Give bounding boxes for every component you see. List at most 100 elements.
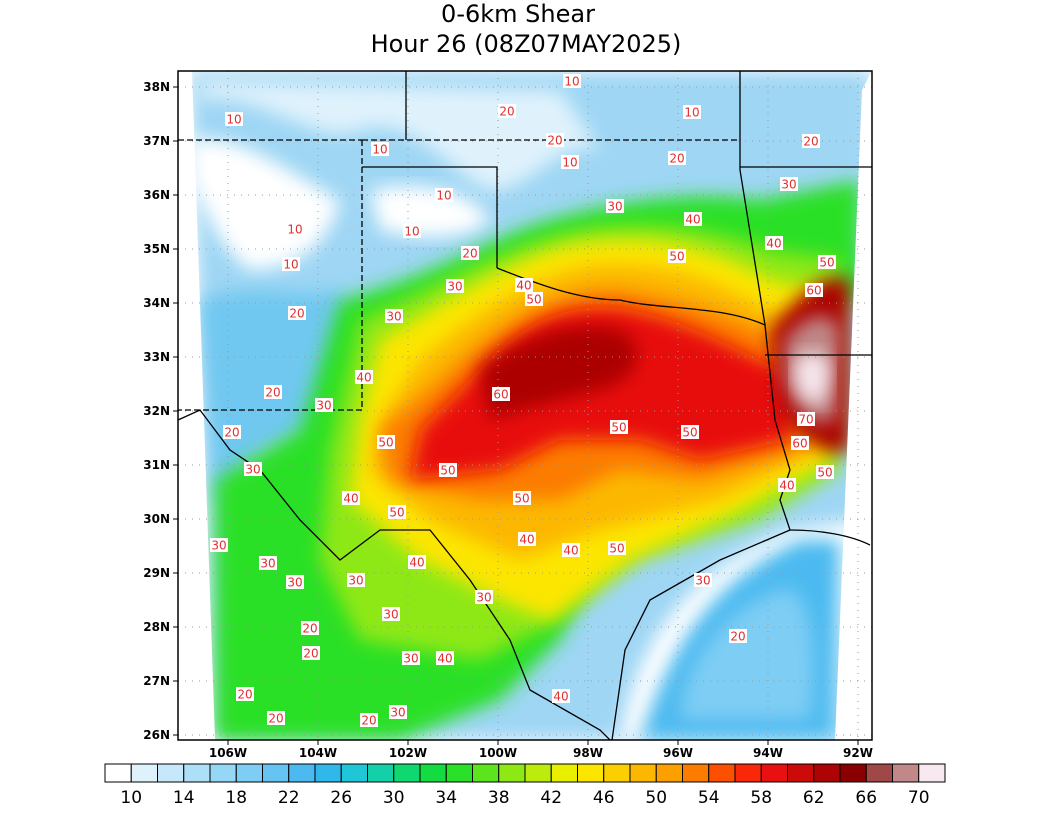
contour-label-box: [683, 105, 701, 119]
colorbar-swatch: [498, 763, 526, 783]
contour-label: 50: [609, 542, 624, 556]
contour-label: 50: [389, 506, 404, 520]
lat-label: 26N: [143, 728, 170, 742]
colorbar-label: 54: [698, 788, 720, 808]
contour-label: 10: [226, 113, 241, 127]
border: [611, 529, 791, 740]
contour-label: 30: [211, 539, 226, 553]
contour-label-box: [371, 142, 389, 156]
contour-label: 20: [224, 426, 239, 440]
contour-label-box: [435, 188, 453, 202]
contour-label-box: [355, 370, 373, 384]
contour-label-box: [282, 257, 300, 271]
contour-label: 20: [730, 630, 745, 644]
colorbar-swatch: [550, 763, 578, 783]
contour-label: 50: [611, 421, 626, 435]
colorbar-label: 38: [488, 788, 510, 808]
contour-label: 40: [516, 279, 531, 293]
contour-label: 30: [383, 608, 398, 622]
colorbar-swatch: [209, 763, 237, 783]
contour-label-box: [408, 555, 426, 569]
contour-label: 70: [798, 413, 813, 427]
lon-label: 94W: [753, 746, 783, 760]
lon-label: 100W: [479, 746, 517, 760]
contour-label: 20: [361, 714, 376, 728]
contour-label: 50: [514, 492, 529, 506]
colorbar-swatch: [760, 763, 788, 783]
contour-label: 30: [245, 463, 260, 477]
contour-label-box: [264, 385, 282, 399]
contour-label: 30: [390, 706, 405, 720]
colorbar-swatch: [393, 763, 421, 783]
lon-label: 98W: [573, 746, 603, 760]
contour-label: 20: [237, 688, 252, 702]
colorbar-swatch: [813, 763, 841, 783]
contour-label-box: [475, 590, 493, 604]
contour-label-box: [668, 249, 686, 263]
contour-label-box: [377, 435, 395, 449]
colorbar-label: 70: [908, 788, 930, 808]
contour-label: 10: [684, 106, 699, 120]
contour-label-box: [563, 74, 581, 88]
field-area: [190, 138, 340, 270]
colorbar-label: 58: [750, 788, 772, 808]
contour-label: 40: [685, 213, 700, 227]
lat-label: 36N: [143, 188, 170, 202]
field-area: [835, 71, 872, 740]
colorbar-swatch: [577, 763, 605, 783]
contour-label: 30: [403, 652, 418, 666]
contour-label: 60: [792, 437, 807, 451]
contour-label: 30: [781, 178, 796, 192]
contour-label-box: [360, 713, 378, 727]
contour-label-box: [286, 222, 304, 236]
lon-label: 92W: [843, 746, 873, 760]
field-area: [480, 326, 638, 420]
contour-label: 40: [779, 479, 794, 493]
lon-label: 106W: [209, 746, 247, 760]
contour-label: 30: [260, 557, 275, 571]
colorbar-swatch: [865, 763, 893, 783]
contour-label: 50: [682, 426, 697, 440]
lat-label: 38N: [143, 80, 170, 94]
contour-label-box: [288, 306, 306, 320]
contour-label: 20: [303, 647, 318, 661]
contour-label: 20: [499, 105, 514, 119]
contour-label-box: [389, 705, 407, 719]
colorbar-swatch: [629, 763, 657, 783]
colorbar-label: 14: [173, 788, 195, 808]
contour-label-box: [546, 133, 564, 147]
lat-label: 30N: [143, 512, 170, 526]
lon-label: 104W: [299, 746, 337, 760]
contour-label-box: [818, 255, 836, 269]
colorbar-swatch: [655, 763, 683, 783]
contour-label: 40: [519, 533, 534, 547]
colorbar-swatch: [472, 763, 500, 783]
contour-label: 30: [348, 574, 363, 588]
contour-label-box: [385, 309, 403, 323]
colorbar-swatch: [104, 763, 132, 783]
contour-label: 30: [386, 310, 401, 324]
map-frame: [177, 70, 873, 741]
contour-label-box: [436, 651, 454, 665]
colorbar-swatch: [603, 763, 631, 783]
contour-label-box: [608, 541, 626, 555]
contour-label-box: [492, 387, 510, 401]
contour-label-box: [610, 420, 628, 434]
contour-label-box: [780, 177, 798, 191]
border: [496, 267, 791, 531]
contour-label: 40: [553, 690, 568, 704]
lat-label: 29N: [143, 566, 170, 580]
contour-label-box: [402, 651, 420, 665]
contour-label: 10: [404, 225, 419, 239]
contour-label-box: [552, 689, 570, 703]
contour-label-box: [498, 104, 516, 118]
colorbar-label: 18: [225, 788, 247, 808]
border: [789, 529, 871, 546]
contour-label-box: [403, 224, 421, 238]
contour-label: 10: [562, 156, 577, 170]
contour-label-box: [388, 505, 406, 519]
colorbar-swatch: [419, 763, 447, 783]
colorbar-swatch: [839, 763, 867, 783]
